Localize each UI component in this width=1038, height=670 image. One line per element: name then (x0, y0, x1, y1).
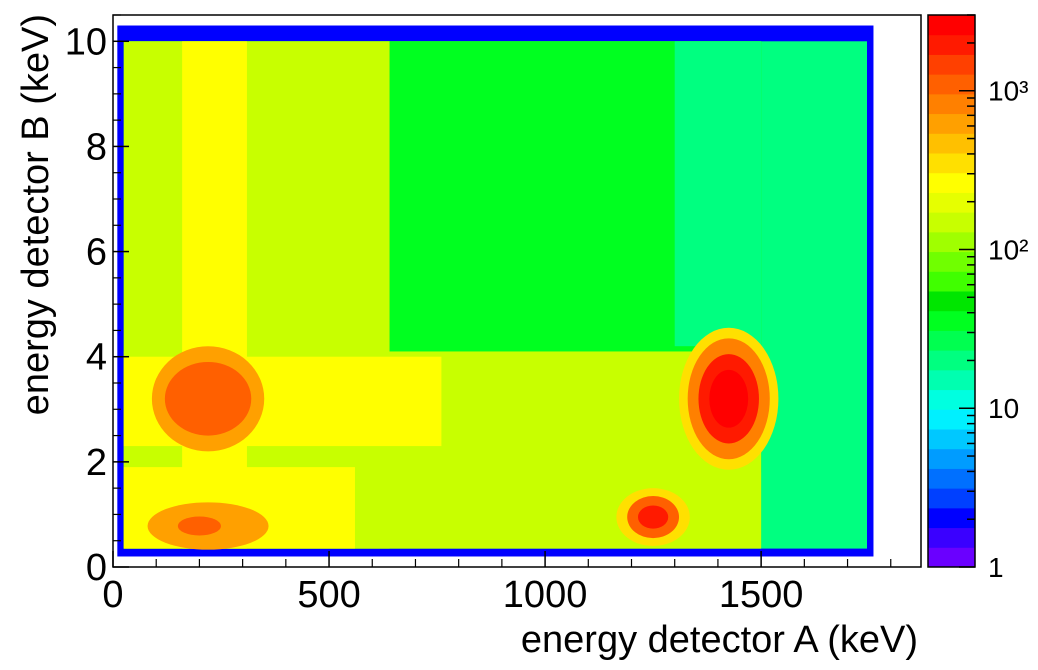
plot-frame (112, 14, 922, 568)
colorbar-segment (928, 429, 975, 450)
colorbar-segment (928, 330, 975, 351)
colorbar-segment (928, 507, 975, 529)
colorbar: 1 10 10² 10³ (927, 14, 1028, 583)
y-tick-label: 6 (86, 232, 107, 274)
x-tick-label: 500 (297, 574, 360, 616)
colorbar-segment (928, 448, 975, 469)
colorbar-segment (928, 153, 975, 174)
colorbar-segment (928, 547, 975, 568)
colorbar-segment (928, 310, 975, 331)
colorbar-segment (928, 212, 975, 233)
x-axis: 0 500 1000 1500 (102, 551, 892, 616)
colorbar-segment (928, 74, 975, 95)
colorbar-segment (928, 93, 975, 115)
colorbar-segment (928, 389, 975, 410)
heatmap-regions (117, 25, 874, 557)
colorbar-segment (928, 251, 975, 272)
y-tick-label: 8 (86, 126, 107, 168)
heatmap-hotspot-20 (637, 505, 669, 529)
colorbar-frame (927, 14, 976, 568)
y-tick-label: 0 (86, 547, 107, 589)
colorbar-segment (928, 291, 975, 312)
colorbar-segment (928, 192, 975, 213)
colorbar-segment (928, 527, 975, 548)
heatmap-region-7 (182, 41, 247, 549)
y-tick-label: 10 (65, 21, 107, 63)
heatmap-region-4 (674, 41, 762, 347)
colorbar-segment (928, 113, 975, 134)
x-tick-label: 0 (102, 574, 123, 616)
colorbar-tick-label: 10² (988, 234, 1028, 265)
colorbar-segment (928, 231, 975, 253)
y-axis-label: energy detector B (keV) (15, 14, 57, 415)
plot-area: 0 500 1000 1500 0 2 4 6 8 10 (65, 14, 922, 616)
y-axis: 0 2 4 6 8 10 (65, 14, 129, 589)
colorbar-segment (928, 54, 975, 75)
colorbar-segment (928, 271, 975, 292)
colorbar-segment (928, 34, 975, 55)
y-tick-label: 4 (86, 337, 107, 379)
heatmap-hotspot-17 (709, 369, 749, 428)
colorbar-segment (928, 468, 975, 489)
colorbar-tick-label: 1 (988, 552, 1004, 583)
y-tick-label: 2 (86, 442, 107, 484)
colorbar-segment (928, 369, 975, 391)
x-axis-label: energy detector A (keV) (521, 619, 918, 661)
heatmap-hotspot-13 (177, 516, 222, 536)
colorbar-segment (928, 409, 975, 430)
colorbar-tick-label: 10 (988, 393, 1019, 424)
colorbar-segment (928, 350, 975, 371)
colorbar-segment (928, 133, 975, 154)
x-tick-label: 1000 (503, 574, 588, 616)
heatmap-hotspot-11 (164, 361, 252, 436)
colorbar-segment (928, 488, 975, 509)
colorbar-segment (928, 172, 975, 193)
colorbar-segment (928, 15, 975, 36)
x-tick-label: 1500 (719, 574, 804, 616)
colorbar-tick-label: 10³ (988, 76, 1028, 107)
